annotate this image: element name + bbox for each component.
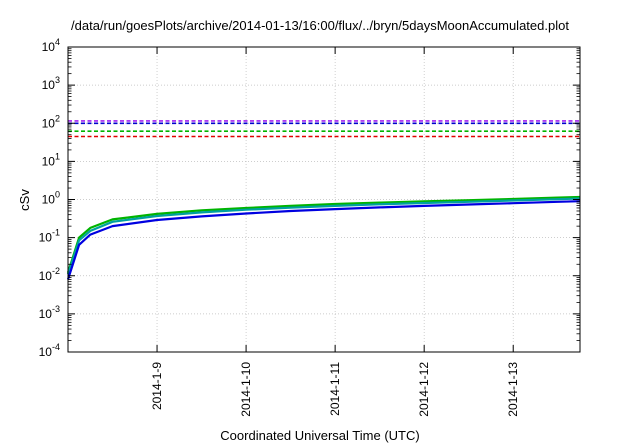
y-tick-base: 10 bbox=[39, 231, 53, 245]
y-tick-label: 10-3 bbox=[39, 304, 60, 321]
y-tick-base: 10 bbox=[39, 345, 53, 359]
y-tick-exponent: 3 bbox=[55, 75, 60, 85]
y-tick-label: 104 bbox=[42, 37, 60, 54]
x-axis-label: Coordinated Universal Time (UTC) bbox=[220, 428, 420, 443]
y-tick-label: 103 bbox=[42, 75, 60, 92]
y-tick-label: 10-1 bbox=[39, 228, 60, 245]
series-line-7 bbox=[66, 200, 581, 280]
series-line-6 bbox=[66, 197, 581, 275]
y-tick-base: 10 bbox=[42, 40, 56, 54]
y-tick-label: 101 bbox=[42, 151, 60, 168]
x-tick-label: 2014-1-9 bbox=[150, 362, 164, 410]
y-tick-base: 10 bbox=[39, 307, 53, 321]
y-tick-exponent: 0 bbox=[55, 190, 60, 200]
y-tick-base: 10 bbox=[42, 193, 56, 207]
y-tick-label: 100 bbox=[42, 190, 60, 207]
x-tick-label: 2014-1-11 bbox=[328, 362, 342, 416]
y-tick-label: 10-4 bbox=[39, 342, 60, 359]
y-tick-exponent: 2 bbox=[55, 113, 60, 123]
y-tick-exponent: -3 bbox=[52, 304, 60, 314]
x-tick-label: 2014-1-13 bbox=[506, 362, 520, 417]
y-tick-base: 10 bbox=[42, 78, 56, 92]
series-layer bbox=[66, 120, 581, 280]
series-line-5 bbox=[66, 195, 581, 274]
chart-title: /data/run/goesPlots/archive/2014-01-13/1… bbox=[71, 18, 569, 33]
y-tick-exponent: -4 bbox=[52, 342, 60, 352]
y-tick-base: 10 bbox=[39, 269, 53, 283]
y-tick-exponent: 4 bbox=[55, 37, 60, 47]
y-tick-label: 10-2 bbox=[39, 266, 60, 283]
x-tick-label: 2014-1-12 bbox=[417, 362, 431, 417]
y-tick-base: 10 bbox=[42, 154, 56, 168]
y-tick-base: 10 bbox=[42, 116, 56, 130]
y-tick-exponent: -1 bbox=[52, 228, 60, 238]
y-tick-exponent: -2 bbox=[52, 266, 60, 276]
y-tick-label: 102 bbox=[42, 113, 60, 130]
x-tick-label: 2014-1-10 bbox=[239, 362, 253, 417]
y-tick-exponent: 1 bbox=[55, 151, 60, 161]
